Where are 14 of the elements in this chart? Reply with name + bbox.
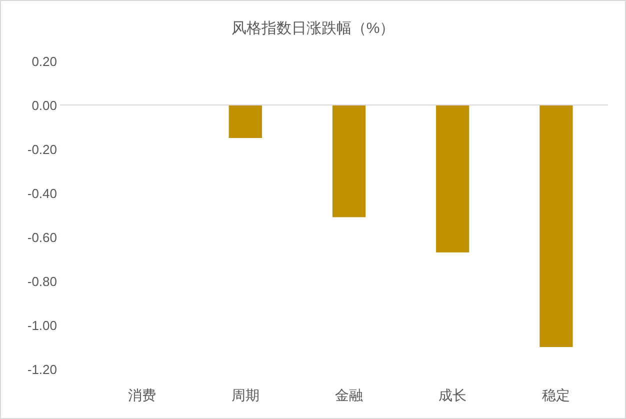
x-tick-label: 金融 [335,387,363,403]
y-tick-label: 0.00 [32,98,57,113]
y-tick-label: -1.00 [27,318,57,333]
chart-title: 风格指数日涨跌幅（%） [231,20,395,37]
x-tick-label: 消费 [128,387,156,403]
x-tick-label: 成长 [438,387,467,403]
y-tick-label: 0.20 [32,54,57,69]
y-tick-label: -0.60 [27,230,57,245]
y-tick-label: -0.20 [27,142,57,157]
x-tick-label: 稳定 [542,387,570,403]
y-tick-label: -0.40 [27,186,57,201]
y-tick-label: -0.80 [27,274,57,289]
y-tick-label: -1.20 [27,362,57,377]
x-tick-label: 周期 [231,387,260,403]
